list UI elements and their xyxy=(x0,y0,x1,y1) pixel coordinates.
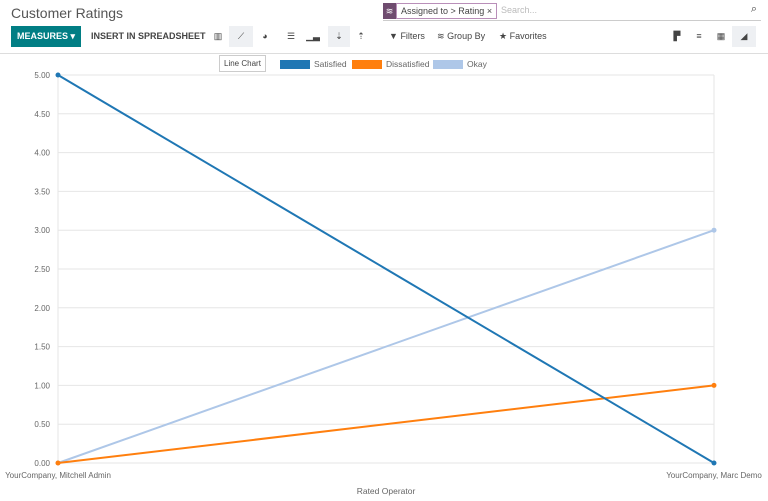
data-point xyxy=(711,227,717,233)
legend-okay[interactable]: Okay xyxy=(433,59,487,69)
x-tick-label: YourCompany, Mitchell Admin xyxy=(5,471,111,480)
bar-chart-icon[interactable]: ▥ xyxy=(213,31,223,41)
y-tick-label: 2.50 xyxy=(34,265,50,274)
y-tick-label: 4.50 xyxy=(34,110,50,119)
filters-button[interactable]: ▼ Filters xyxy=(389,26,425,47)
favorites-label: Favorites xyxy=(509,31,547,41)
data-point xyxy=(55,72,61,78)
y-tick-label: 0.50 xyxy=(34,420,50,429)
line-chart-icon[interactable]: ⟋ xyxy=(229,26,253,47)
y-tick-label: 0.00 xyxy=(34,459,50,468)
data-point xyxy=(711,382,717,388)
x-axis-label: Rated Operator xyxy=(357,486,416,496)
legend-label: Satisfied xyxy=(314,59,347,69)
legend-swatch xyxy=(433,59,463,69)
legend-label: Okay xyxy=(467,59,487,69)
filter-icon: ▼ xyxy=(389,31,398,41)
remove-facet-icon[interactable]: × xyxy=(486,6,493,16)
y-tick-label: 3.00 xyxy=(34,226,50,235)
kanban-view-icon[interactable]: ▛ xyxy=(673,31,681,41)
cumulative-icon[interactable]: ▁▃ xyxy=(306,31,320,41)
filters-label: Filters xyxy=(400,31,425,41)
search-icon[interactable]: ⌕ xyxy=(750,3,757,15)
favorites-button[interactable]: ★ Favorites xyxy=(499,26,547,47)
tooltip: Line Chart xyxy=(219,55,266,72)
y-tick-label: 1.00 xyxy=(34,381,50,390)
divider xyxy=(0,53,768,54)
y-tick-label: 4.00 xyxy=(34,149,50,158)
search-input[interactable]: Search... xyxy=(501,5,538,15)
measures-button[interactable]: MEASURES ▾ xyxy=(11,26,81,47)
search-bar[interactable]: ≋ Assigned to > Rating × Search... ⌕ xyxy=(383,3,761,21)
data-point xyxy=(711,460,717,466)
legend-dissatisfied[interactable]: Dissatisfied xyxy=(352,59,429,69)
stacked-icon[interactable]: ☰ xyxy=(286,31,296,41)
legend-satisfied[interactable]: Satisfied xyxy=(280,59,347,69)
group-by-icon: ≋ xyxy=(437,31,445,41)
measures-label: MEASURES xyxy=(16,31,68,41)
pie-chart-icon[interactable]: ◕ xyxy=(262,31,268,41)
legend-label: Dissatisfied xyxy=(386,59,430,69)
y-tick-label: 1.50 xyxy=(34,343,50,352)
x-tick-label: YourCompany, Marc Demo xyxy=(666,471,762,480)
y-tick-label: 5.00 xyxy=(34,71,50,80)
legend-swatch xyxy=(352,59,382,69)
facet-label: Assigned to > Rating xyxy=(401,6,485,16)
data-point xyxy=(55,460,61,466)
y-tick-label: 2.00 xyxy=(34,304,50,313)
series-line-okay xyxy=(57,229,715,464)
graph-view-icon[interactable]: ◢ xyxy=(732,26,756,47)
group-by-button[interactable]: ≋ Group By xyxy=(437,26,485,47)
sort-ascending-icon[interactable]: ⇡ xyxy=(357,31,365,41)
search-facet[interactable]: Assigned to > Rating × xyxy=(396,3,498,19)
list-view-icon[interactable]: ≡ xyxy=(696,31,702,41)
sort-descending-icon[interactable]: ⇣ xyxy=(328,26,350,47)
layers-icon: ≋ xyxy=(383,3,396,19)
y-tick-label: 3.50 xyxy=(34,187,50,196)
star-icon: ★ xyxy=(499,31,508,41)
insert-spreadsheet-button[interactable]: INSERT IN SPREADSHEET xyxy=(91,31,206,41)
legend-swatch xyxy=(280,59,310,69)
page-title: Customer Ratings xyxy=(11,5,124,21)
pivot-view-icon[interactable]: ▦ xyxy=(716,31,726,41)
series-line-satisfied xyxy=(57,74,715,464)
group-by-label: Group By xyxy=(447,31,486,41)
